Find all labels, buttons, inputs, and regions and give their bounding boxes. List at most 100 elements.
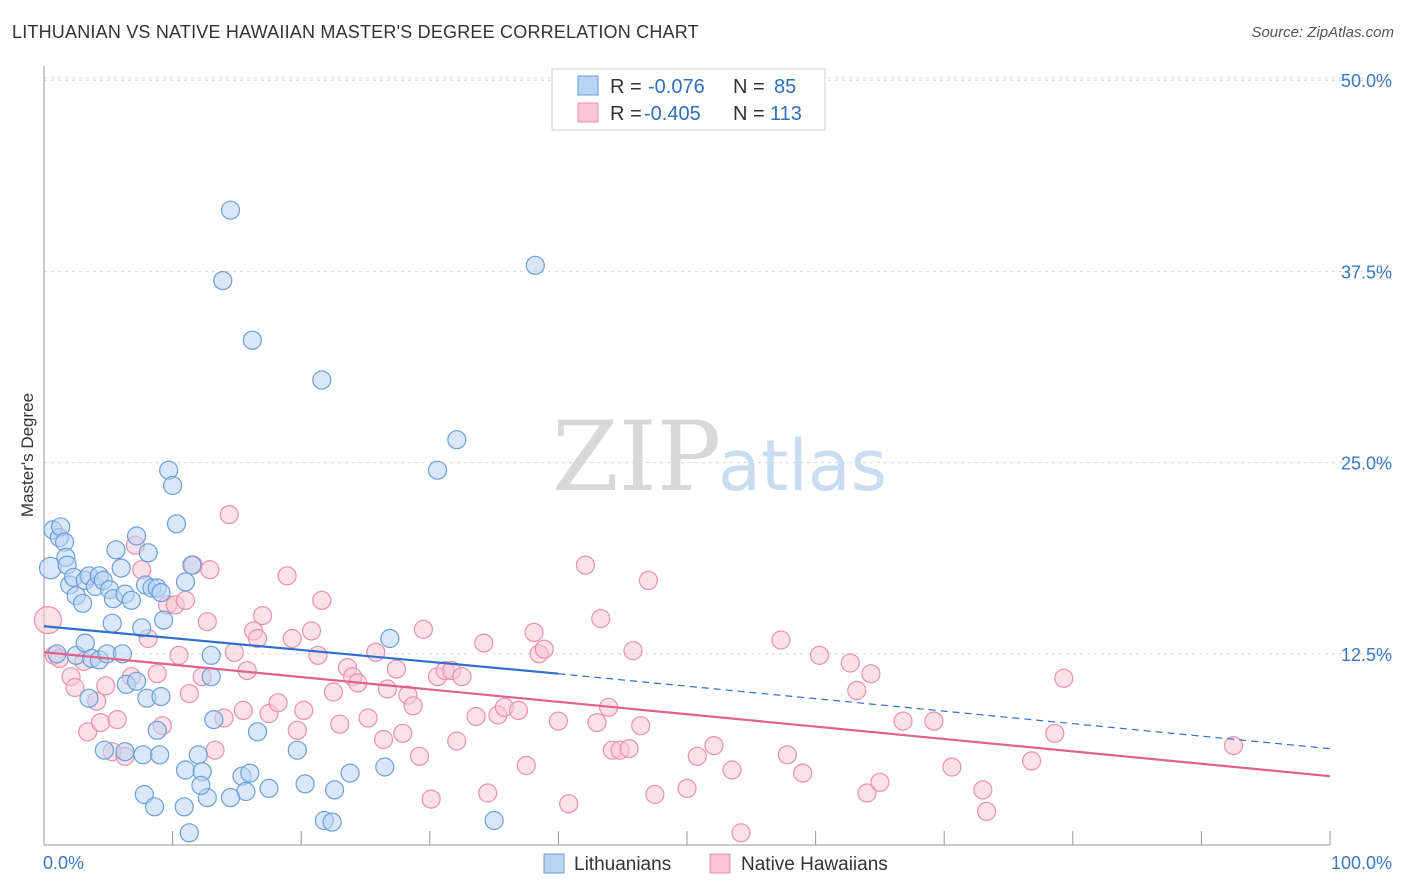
lithuanian-point-42 (102, 613, 122, 633)
lithuanian-point-52 (242, 330, 262, 350)
hawaiian-point-89 (645, 784, 665, 805)
lithuanian-point-75 (375, 757, 395, 777)
hawaiian-point-35 (247, 628, 268, 649)
lithuanian-point-47 (79, 688, 99, 708)
lithuanian-point-10 (72, 593, 93, 613)
y-tick-label-2: 37.5% (1341, 262, 1392, 282)
lithuanian-point-57 (380, 628, 400, 649)
lithuanian-point-62 (133, 745, 153, 765)
hawaiian-point-59 (409, 746, 430, 766)
hawaiian-point-100 (847, 680, 867, 701)
lithuanian-point-51 (213, 271, 233, 291)
legend-swatch-hawaiians (577, 102, 599, 123)
hawaiian-point-110 (1045, 723, 1065, 743)
lithuanian-point-55 (447, 430, 467, 450)
lithuanian-point-81 (145, 797, 165, 817)
hawaiian-point-99 (840, 653, 860, 673)
lithuanian-point-45 (127, 671, 147, 691)
y-tick-label-1: 25.0% (1341, 454, 1392, 474)
lithuanian-point-19 (111, 558, 131, 578)
watermark-zip: ZIP (552, 401, 721, 513)
y-axis-label: Master's Degree (18, 393, 37, 517)
hawaiian-point-40 (282, 628, 302, 649)
y-tick-label-3: 50.0% (1341, 71, 1392, 91)
hawaiian-point-28 (205, 740, 225, 760)
hawaiian-point-17 (147, 664, 167, 684)
hawaiian-point-26 (197, 612, 217, 632)
hawaiian-point-88 (638, 570, 659, 591)
hawaiian-point-87 (631, 716, 651, 736)
hawaiian-point-96 (777, 745, 797, 765)
hawaiian-point-30 (219, 504, 239, 525)
watermark-atlas: atlas (718, 425, 887, 507)
hawaiian-point-103 (870, 772, 890, 792)
lithuanian-point-72 (295, 774, 315, 794)
hawaiian-point-22 (175, 590, 196, 610)
hawaiian-trend-line (43, 651, 1331, 778)
hawaiian-point-51 (358, 708, 378, 728)
lithuanian-point-83 (179, 823, 199, 843)
legend-swatch-lithuanians (577, 75, 599, 96)
lithuanian-trend-solid (43, 625, 559, 675)
lithuanian-point-82 (174, 797, 194, 817)
hawaiian-point-39 (277, 566, 297, 586)
lithuanian-point-86 (484, 810, 504, 831)
lithuanian-point-80 (134, 784, 154, 805)
hawaiian-point-77 (548, 711, 569, 731)
hawaiian-point-43 (301, 621, 322, 641)
axes (43, 66, 1331, 846)
hawaiian-point-104 (893, 711, 913, 731)
hawaiian-point-44 (308, 645, 328, 665)
legend-n-label-2: N = (733, 103, 765, 125)
hawaiian-point-112 (1223, 735, 1244, 756)
hawaiian-point-38 (268, 693, 288, 713)
hawaiian-point-9 (96, 676, 116, 696)
lithuanian-point-35 (201, 645, 221, 665)
legend-r-label-2: R = (610, 103, 642, 125)
legend-n-value-1: 85 (774, 76, 796, 98)
lithuanian-point-32 (166, 514, 187, 534)
hawaiian-point-76 (534, 639, 554, 659)
hawaiian-point-45 (312, 590, 332, 610)
lithuanian-point-74 (340, 763, 360, 783)
lithuanian-point-22 (127, 526, 147, 546)
hawaiian-point-79 (575, 555, 596, 575)
lithuanian-point-66 (175, 760, 196, 780)
chart-title: LITHUANIAN VS NATIVE HAWAIIAN MASTER'S D… (12, 22, 699, 42)
lithuanian-point-60 (147, 720, 167, 740)
hawaiian-point-72 (508, 700, 529, 721)
x-tick-label-min: 0.0% (43, 853, 84, 873)
hawaiian-point-4 (65, 677, 85, 698)
lithuanian-point-34 (182, 555, 202, 575)
hawaiian-point-32 (233, 700, 253, 721)
hawaiian-point-21 (169, 645, 189, 665)
hawaiian-point-94 (731, 823, 751, 843)
x-tick-label-max: 100.0% (1331, 853, 1392, 873)
lithuanian-point-23 (132, 618, 152, 638)
hawaiian-point-105 (924, 711, 944, 731)
hawaiian-point-95 (771, 630, 791, 650)
lithuanian-point-29 (154, 610, 174, 630)
hawaiian-point-78 (559, 794, 579, 814)
hawaiian-point-11 (107, 709, 127, 730)
hawaiian-point-56 (393, 723, 413, 743)
lithuanian-point-48 (151, 686, 171, 707)
lithuanian-point-69 (240, 763, 260, 783)
hawaiian-point-61 (421, 789, 441, 809)
bottom-legend-swatch-lithuanians (543, 853, 565, 874)
hawaiian-point-0 (33, 605, 63, 635)
legend-r-value-2: -0.405 (644, 103, 701, 125)
hawaiian-point-42 (294, 700, 314, 721)
hawaiian-point-41 (287, 720, 307, 740)
lithuanian-point-59 (204, 709, 224, 730)
y-tick-labels: 12.5% 25.0% 37.5% 50.0% (1341, 71, 1392, 665)
hawaiian-point-31 (224, 642, 244, 662)
lithuanian-point-63 (150, 745, 170, 765)
hawaiian-point-8 (90, 712, 111, 733)
lithuanian-point-56 (427, 460, 448, 480)
hawaiian-point-97 (793, 763, 813, 783)
lithuanian-point-65 (94, 740, 115, 760)
hawaiian-point-92 (704, 735, 724, 756)
legend-r-value-1: -0.076 (648, 76, 705, 98)
hawaiian-point-47 (330, 714, 350, 734)
